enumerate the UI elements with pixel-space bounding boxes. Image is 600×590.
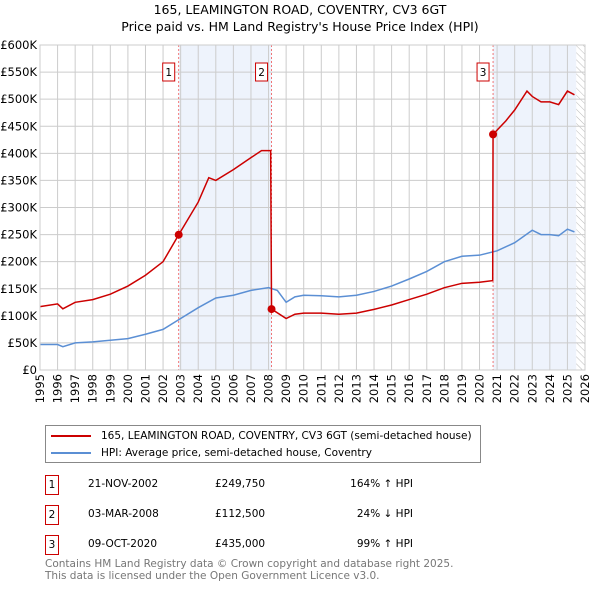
legend-label: HPI: Average price, semi-detached house,… — [101, 447, 372, 459]
x-tick-label: 2005 — [209, 374, 223, 403]
sale-label: 2 — [258, 67, 265, 79]
sale-hpi-diff: 24% ↓ HPI — [356, 508, 413, 520]
x-tick-label: 1997 — [68, 374, 82, 403]
x-tick-label: 1998 — [86, 374, 100, 403]
chart-subtitle: Price paid vs. HM Land Registry's House … — [121, 19, 479, 34]
x-tick-label: 2007 — [244, 374, 258, 403]
sale-row: 3 09-OCT-2020 £435,000 99% ↑ HPI — [45, 535, 445, 555]
y-tick-label: £100K — [0, 309, 37, 323]
sale-row: 2 03-MAR-2008 £112,500 24% ↓ HPI — [45, 505, 445, 525]
y-tick-label: £400K — [0, 146, 37, 160]
x-tick-label: 2006 — [226, 374, 240, 403]
legend: 165, LEAMINGTON ROAD, COVENTRY, CV3 6GT … — [45, 425, 481, 463]
x-tick-label: 2025 — [560, 374, 574, 403]
x-tick-label: 2012 — [332, 374, 346, 403]
x-tick-label: 2015 — [385, 374, 399, 403]
series-line-property — [39, 89, 575, 320]
x-tick-label: 2008 — [262, 374, 276, 403]
x-tick-label: 2003 — [174, 374, 188, 403]
x-tick-label: 2000 — [121, 374, 135, 403]
legend-item-property: 165, LEAMINGTON ROAD, COVENTRY, CV3 6GT … — [51, 428, 472, 444]
x-tick-label: 2020 — [473, 374, 487, 403]
sale-marker-badge: 2 — [45, 505, 59, 525]
y-tick-label: £200K — [0, 255, 37, 269]
sale-marker-badge: 1 — [45, 475, 59, 495]
x-tick-label: 2004 — [191, 374, 205, 403]
x-tick-label: 2022 — [508, 374, 522, 403]
series-line-hpi — [40, 228, 575, 348]
legend-label: 165, LEAMINGTON ROAD, COVENTRY, CV3 6GT … — [101, 430, 472, 442]
sale-marker-badge: 3 — [45, 535, 59, 555]
sale-label: 3 — [480, 67, 487, 79]
sale-price: £435,000 — [215, 538, 266, 550]
x-tick-label: 2023 — [525, 374, 539, 403]
x-tick-label: 2017 — [420, 374, 434, 403]
plot-border — [39, 44, 586, 371]
sale-hpi-diff: 99% ↑ HPI — [356, 538, 413, 550]
sale-point — [267, 305, 276, 314]
sale-price: £249,750 — [215, 478, 266, 490]
y-tick-label: £250K — [0, 228, 37, 242]
sale-date: 03-MAR-2008 — [88, 508, 159, 520]
y-tick-label: £350K — [0, 173, 37, 187]
y-tick-label: £0 — [22, 363, 37, 377]
sale-label-box — [476, 62, 490, 82]
x-tick-label: 2024 — [543, 374, 557, 403]
y-tick-label: £450K — [0, 119, 37, 133]
sale-hpi-diff: 164% ↑ HPI — [350, 478, 413, 490]
x-tick-label: 2013 — [349, 374, 363, 403]
x-tick-label: 2001 — [138, 374, 152, 403]
x-tick-label: 2010 — [297, 374, 311, 403]
sale-label: 1 — [165, 67, 172, 79]
x-tick-label: 2011 — [314, 374, 328, 403]
sale-point — [174, 230, 183, 239]
footer-line: This data is licensed under the Open Gov… — [45, 570, 380, 582]
x-tick-label: 1996 — [51, 374, 65, 403]
sale-point — [489, 130, 498, 139]
x-tick-label: 2009 — [279, 374, 293, 403]
x-tick-label: 1999 — [103, 374, 117, 403]
legend-item-hpi: HPI: Average price, semi-detached house,… — [51, 445, 372, 461]
x-tick-label: 2019 — [455, 374, 469, 403]
y-tick-label: £50K — [8, 336, 38, 350]
sale-label-box — [162, 62, 176, 82]
x-tick-label: 2014 — [367, 374, 381, 403]
y-tick-label: £550K — [0, 65, 37, 79]
sale-label-box — [255, 62, 269, 82]
legend-line-red — [51, 435, 91, 437]
sale-row: 1 21-NOV-2002 £249,750 164% ↑ HPI — [45, 475, 445, 495]
x-tick-label: 2002 — [156, 374, 170, 403]
y-tick-label: £300K — [0, 201, 37, 215]
chart-title: 165, LEAMINGTON ROAD, COVENTRY, CV3 6GT — [153, 2, 447, 17]
sale-date: 21-NOV-2002 — [88, 478, 159, 490]
sale-date: 09-OCT-2020 — [88, 538, 157, 550]
x-tick-label: 2016 — [402, 374, 416, 403]
x-tick-label: 2026 — [578, 374, 592, 403]
y-tick-label: £600K — [0, 38, 37, 52]
footer-line: Contains HM Land Registry data © Crown c… — [45, 558, 454, 570]
legend-line-blue — [51, 452, 91, 454]
y-tick-label: £500K — [0, 92, 37, 106]
x-tick-label: 2018 — [437, 374, 451, 403]
sale-price: £112,500 — [215, 508, 266, 520]
footer: Contains HM Land Registry data © Crown c… — [45, 558, 453, 582]
x-tick-label: 2021 — [490, 374, 504, 403]
y-tick-label: £150K — [0, 282, 37, 296]
plot-area: £0 £50K £100K £150K £200K £250K £300K £350K £400… — [0, 38, 592, 403]
x-tick-label: 1995 — [33, 374, 47, 403]
